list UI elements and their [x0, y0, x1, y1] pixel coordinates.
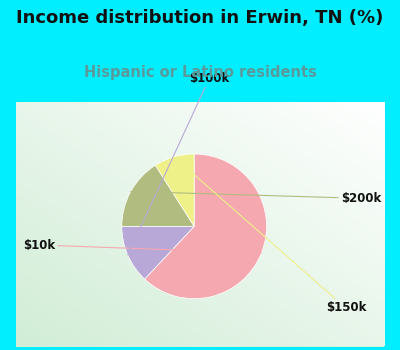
- Text: $10k: $10k: [23, 238, 262, 253]
- Wedge shape: [122, 165, 194, 226]
- Text: $200k: $200k: [131, 191, 381, 205]
- Text: $150k: $150k: [174, 157, 366, 315]
- Text: $100k: $100k: [128, 72, 230, 255]
- Text: Hispanic or Latino residents: Hispanic or Latino residents: [84, 65, 316, 80]
- Wedge shape: [156, 154, 194, 226]
- Wedge shape: [122, 226, 194, 279]
- Text: Income distribution in Erwin, TN (%): Income distribution in Erwin, TN (%): [16, 9, 384, 27]
- Wedge shape: [145, 154, 266, 299]
